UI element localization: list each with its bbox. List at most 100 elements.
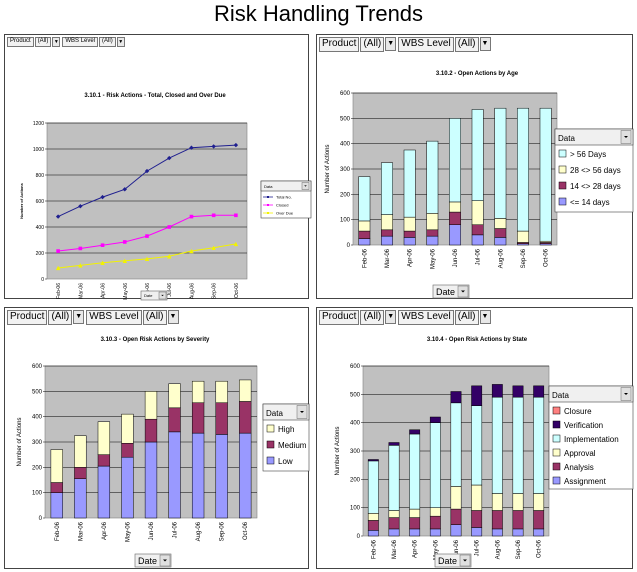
x-tick-label: Apr-06	[413, 539, 419, 558]
product-filter-value[interactable]: (All)	[48, 310, 73, 325]
data-point	[167, 155, 172, 161]
legend-swatch	[552, 434, 561, 443]
legend-title: Data	[552, 391, 569, 400]
chevron-down-icon[interactable]: ▼	[73, 310, 85, 325]
legend-item-label: 28 <> 56 days	[570, 166, 621, 175]
chevron-down-icon[interactable]: ▼	[167, 310, 179, 325]
y-tick-label: 400	[340, 142, 351, 148]
wbs-filter-value[interactable]: (All)	[142, 310, 167, 325]
date-field-button-label: Date	[138, 556, 157, 566]
bar-segment	[449, 224, 461, 246]
wbs-filter-value[interactable]: (All)	[99, 37, 116, 47]
legend-title: Data	[558, 134, 575, 143]
product-filter-label[interactable]: Product	[319, 310, 360, 325]
bar-segment	[74, 478, 87, 519]
bar-segment	[426, 140, 439, 214]
bar-segment	[168, 383, 181, 409]
bar-segment	[97, 465, 111, 519]
bar-segment	[388, 528, 400, 537]
data-point	[78, 204, 83, 209]
x-tick-label: Jul-06	[173, 521, 179, 538]
y-axis-label: Number of Actions	[335, 426, 341, 475]
bar-segment	[388, 517, 400, 530]
legend-swatch	[558, 149, 567, 158]
bar-segment	[215, 380, 228, 403]
chevron-down-icon[interactable]: ▼	[385, 37, 397, 52]
y-tick-label: 500	[340, 116, 351, 122]
bar-segment	[429, 416, 441, 423]
chevron-down-icon[interactable]: ▼	[479, 37, 491, 52]
x-tick-label: Jun-06	[454, 539, 460, 558]
bar-segment	[409, 508, 421, 518]
date-field-button	[140, 290, 168, 301]
wbs-filter-label[interactable]: WBS Level	[86, 310, 142, 325]
wbs-filter-value[interactable]: (All)	[454, 310, 479, 325]
chevron-down-icon[interactable]: ▼	[479, 310, 491, 325]
bar-segment	[494, 107, 507, 219]
legend-item-label: Assignment	[564, 477, 607, 486]
product-filter-label[interactable]: Product	[319, 37, 360, 52]
bar-segment	[367, 460, 379, 514]
bar-segment	[381, 235, 393, 246]
x-tick-label: Jun-06	[453, 248, 459, 267]
legend-marker	[267, 196, 269, 198]
y-tick-label: 100	[32, 491, 43, 497]
data-point	[189, 145, 194, 150]
chevron-down-icon[interactable]: ▼	[116, 37, 125, 47]
bar-segment	[409, 517, 421, 530]
x-tick-label: Mar-06	[385, 248, 391, 268]
chevron-down-icon	[300, 411, 304, 413]
bar-segment	[358, 238, 371, 246]
date-field-button-label: Date	[144, 293, 153, 298]
x-tick-label: Aug-06	[498, 248, 504, 268]
product-filter-label[interactable]: Product	[7, 310, 48, 325]
data-point	[55, 214, 61, 219]
product-filter-value[interactable]: (All)	[360, 37, 385, 52]
wbs-filter-label[interactable]: WBS Level	[398, 310, 454, 325]
x-tick-label: Apr-06	[102, 521, 108, 540]
chart-title: 3.10.4 - Open Risk Actions by State	[427, 337, 528, 343]
bar-segment	[471, 527, 483, 537]
bar-segment	[517, 107, 529, 232]
chart-title: 3.10.1 - Risk Actions - Total, Closed an…	[84, 93, 226, 99]
y-tick-label: 500	[32, 389, 43, 395]
bar-segment	[403, 216, 416, 232]
stacked-bar-chart-open-by-age: 3.10.2 - Open Actions by Age 0 100 200 300 40…	[325, 71, 634, 299]
x-tick-label: May-06	[123, 283, 129, 300]
x-tick-label: Jul-06	[476, 248, 482, 265]
wbs-filter-label[interactable]: WBS Level	[398, 37, 454, 52]
y-tick-label: 400	[350, 421, 361, 427]
bar-segment	[512, 385, 524, 398]
chevron-down-icon	[161, 294, 164, 297]
data-point	[144, 256, 150, 262]
bar-segment	[388, 445, 400, 511]
chevron-down-icon[interactable]: ▼	[385, 310, 397, 325]
data-point	[100, 260, 105, 265]
y-axis-label: Number of Actions	[19, 182, 24, 218]
bar-segment	[533, 493, 545, 511]
bar-segment	[491, 493, 503, 511]
data-point	[167, 254, 172, 259]
wbs-filter-label[interactable]: WBS Level	[62, 37, 99, 47]
legend-item-label: Closed	[276, 203, 288, 208]
chevron-down-icon[interactable]: ▼	[52, 37, 61, 47]
filter-bar: Product (All) ▼ WBS Level (All) ▼	[7, 37, 125, 47]
bar-segment	[533, 510, 545, 530]
bar-segment	[494, 228, 507, 238]
data-point	[189, 214, 194, 219]
filter-bar: Product (All) ▼ WBS Level (All) ▼	[319, 310, 491, 325]
product-filter-value[interactable]: (All)	[34, 37, 52, 47]
x-tick-label: Oct-06	[544, 248, 550, 267]
x-tick-label: Oct-06	[537, 539, 543, 558]
bar-segment	[121, 456, 134, 519]
bar-segment	[471, 484, 483, 511]
x-tick-label: Aug-06	[196, 521, 202, 541]
product-filter-value[interactable]: (All)	[360, 310, 385, 325]
wbs-filter-value[interactable]: (All)	[454, 37, 479, 52]
legend-swatch	[558, 165, 567, 174]
legend-marker	[267, 204, 269, 206]
y-tick-label: 0	[357, 534, 361, 540]
product-filter-label[interactable]: Product	[7, 37, 34, 47]
bar-segment	[450, 508, 462, 525]
legend-title: Data	[266, 409, 283, 418]
